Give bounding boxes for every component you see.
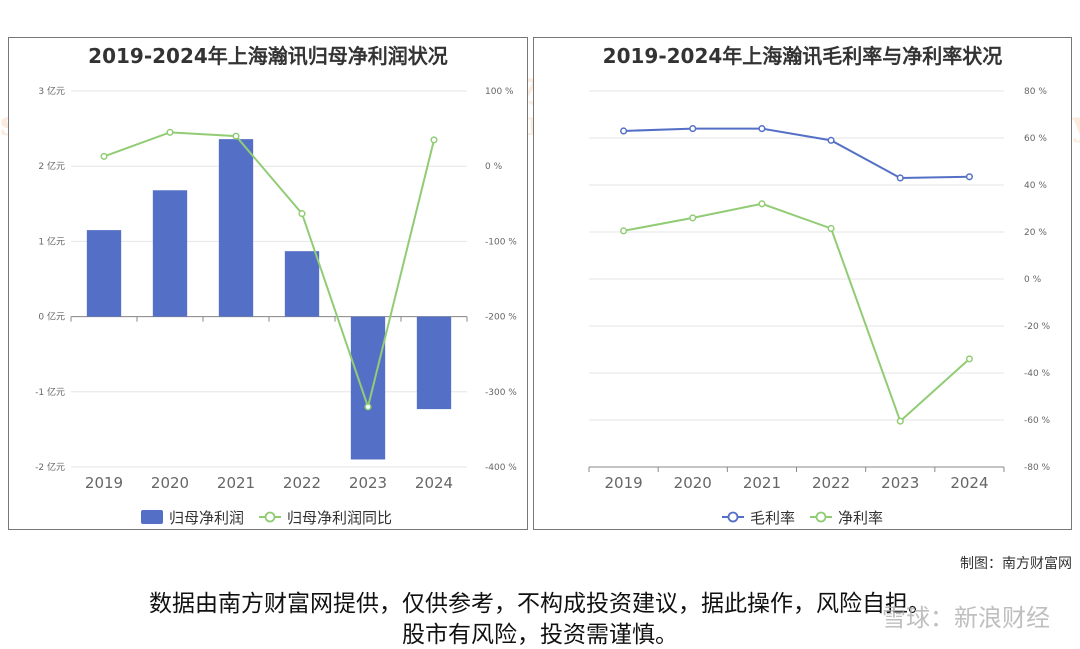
x-tick-label: 2021 [217,474,255,492]
x-tick-label: 2021 [743,474,781,492]
y-right-tick-label: 80 % [1024,87,1047,97]
x-tick-label: 2024 [415,474,453,492]
point-gross-margin [896,174,904,182]
legend-label: 毛利率 [750,509,795,527]
x-tick-label: 2020 [674,474,712,492]
disclaimer-line-1: 数据由南方财富网提供，仅供参考，不构成投资建议，据此操作，风险自担。 [149,591,931,617]
y-left-tick-label: 3 亿元 [38,85,65,97]
point-yoy-growth [298,210,306,218]
line-gross-margin [623,127,970,179]
point-net-margin [758,200,766,208]
x-tick-label: 2023 [349,474,387,492]
point-yoy-growth [232,132,240,140]
point-net-margin [827,224,835,233]
y-left-tick-label: 2 亿元 [38,160,65,172]
y-right-tick-label: -60 % [1024,416,1051,426]
x-tick-label: 2019 [604,474,642,492]
y-right-tick-label: -100 % [485,237,517,247]
y-right-tick-label: 100 % [485,87,514,97]
point-gross-margin [965,173,973,181]
y-right-tick-label: -20 % [1024,322,1051,332]
y-right-tick-label: -300 % [485,388,517,398]
net-profit-chart: 3 亿元 100 % 2 亿元 0 % 1 亿元 -100 % 0 亿元 -200 % -1 亿… [35,85,517,527]
y-right-tick-label: -80 % [1024,463,1051,473]
chart-credit: 制图：南方财富网 [960,556,1072,572]
point-yoy-growth [166,128,174,136]
point-net-margin [965,355,973,363]
chart-title: 2019-2024年上海瀚讯归母净利润状况 [88,44,448,68]
bar-net-profit [416,316,452,410]
legend-swatch-marker [264,511,276,523]
y-left-tick-label: -2 亿元 [35,461,65,473]
bar-net-profit [86,230,122,317]
legend-label: 归母净利润同比 [287,509,392,527]
bar-net-profit [284,251,320,317]
bar-net-profit [350,316,386,460]
point-net-margin [896,417,904,425]
y-right-tick-label: 0 % [485,162,503,172]
y-right-tick-label: 60 % [1024,134,1047,144]
y-right-tick-label: -400 % [485,463,517,473]
legend-label: 净利率 [838,509,883,527]
point-gross-margin [827,136,835,144]
chart-title: 2019-2024年上海瀚讯毛利率与净利率状况 [602,44,1003,68]
line-yoy-growth [103,131,435,411]
point-yoy-growth [430,136,438,144]
y-right-tick-label: -200 % [485,313,517,323]
legend-swatch-marker [727,511,739,523]
point-gross-margin [758,125,766,133]
bar-net-profit [152,190,188,317]
disclaimer-line-2: 股市有风险，投资需谨慎。 [402,622,678,648]
line-net-margin [623,202,971,423]
point-yoy-growth [100,152,108,160]
x-tick-label: 2022 [283,474,321,492]
margin-chart-panel: 2019-2024年上海瀚讯毛利率与净利率状况 80 % 60 % 40 % 20 %… [533,37,1072,530]
y-left-tick-label: 1 亿元 [38,235,65,247]
x-tick-label: 2023 [881,474,919,492]
legend-swatch-marker [815,511,827,523]
legend-swatch-bar [141,510,163,524]
y-right-tick-label: -40 % [1024,369,1051,379]
y-right-tick-label: 0 % [1024,275,1042,285]
margin-chart: 80 % 60 % 40 % 20 % 0 % -20 % -40 % -60 % -80 % 2… [588,87,1051,527]
y-right-tick-label: 20 % [1024,228,1047,238]
point-gross-margin [689,125,697,133]
x-tick-label: 2019 [85,474,123,492]
point-gross-margin [620,127,628,135]
y-right-tick-label: 40 % [1024,181,1047,191]
y-left-tick-label: 0 亿元 [38,311,65,323]
point-yoy-growth [364,403,372,411]
y-left-tick-label: -1 亿元 [35,386,65,398]
x-tick-label: 2022 [812,474,850,492]
source-watermark: 雪球：新浪财经 [882,604,1050,632]
net-profit-chart-panel: 2019-2024年上海瀚讯归母净利润状况 3 亿元 100 % 2 亿元 0 % 1 … [8,37,528,530]
x-tick-label: 2024 [950,474,988,492]
bar-net-profit [218,139,254,317]
x-tick-label: 2020 [151,474,189,492]
point-net-margin [689,214,697,222]
legend-label: 归母净利润 [169,509,244,527]
point-net-margin [620,227,628,235]
